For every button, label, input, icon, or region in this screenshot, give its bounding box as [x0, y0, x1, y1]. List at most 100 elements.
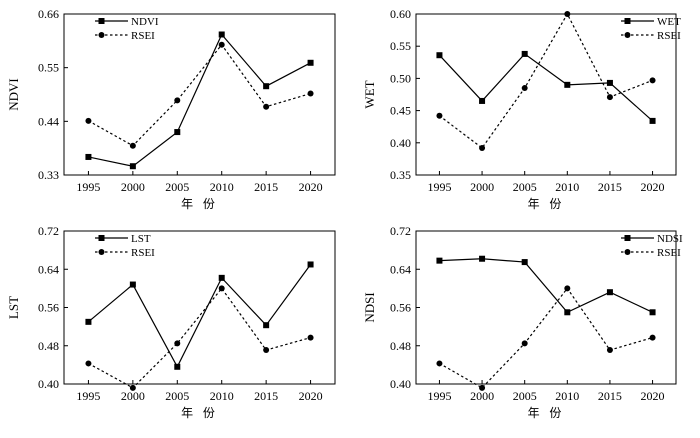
y-tick-label: 0.40 [38, 377, 59, 391]
x-tick-label: 2010 [210, 180, 234, 194]
data-point-ndsi [564, 309, 571, 316]
series-line-wet [439, 53, 653, 122]
legend-marker-rsei [98, 32, 105, 38]
y-tick-label: 0.45 [390, 104, 411, 118]
y-tick-label: 0.60 [390, 7, 411, 21]
x-tick-label: 1995 [76, 389, 100, 403]
y-tick-label: 0.66 [38, 7, 59, 21]
data-point-ndvi [129, 163, 136, 170]
series-line-lst [88, 264, 312, 369]
x-tick-label: 2010 [555, 389, 579, 403]
y-tick-label: 0.56 [390, 301, 411, 315]
data-point-ndvi [218, 31, 225, 38]
data-point-rsei [479, 144, 486, 151]
data-point-rsei [649, 77, 656, 84]
series-line-rsei [88, 287, 311, 389]
data-point-ndsi [521, 259, 528, 266]
x-tick-label: 2005 [165, 389, 189, 403]
series-line-rsei [439, 287, 653, 389]
x-tick-label: 1995 [427, 180, 451, 194]
x-tick-label: 1995 [427, 389, 451, 403]
series-line-rsei [88, 43, 311, 147]
y-tick-label: 0.55 [390, 39, 411, 53]
plot-frame [415, 13, 677, 176]
y-axis-label: LST [6, 296, 21, 319]
data-point-lst [218, 274, 225, 281]
legend-marker-rsei [624, 32, 631, 38]
data-point-rsei [85, 360, 92, 367]
legend-label-lst: LST [131, 233, 151, 245]
data-point-wet [521, 50, 528, 57]
x-tick-label: 2000 [121, 180, 145, 194]
x-tick-label: 2015 [598, 389, 622, 403]
data-point-rsei [479, 384, 486, 391]
data-point-lst [129, 281, 136, 288]
x-axis-label: 年 份 [528, 197, 565, 211]
data-point-rsei [564, 285, 571, 292]
data-point-ndvi [174, 129, 181, 136]
x-tick-label: 2000 [121, 389, 145, 403]
legend-marker-rsei [624, 249, 631, 255]
data-point-rsei [564, 11, 571, 17]
data-point-rsei [649, 334, 656, 341]
data-point-lst [307, 261, 314, 268]
y-axis-label: NDSI [362, 292, 377, 322]
data-point-ndsi [649, 309, 656, 316]
data-point-lst [263, 322, 270, 329]
data-point-rsei [436, 360, 443, 367]
legend-label-rsei: RSEI [657, 247, 681, 259]
x-tick-label: 2020 [641, 180, 665, 194]
y-tick-label: 0.50 [390, 71, 411, 85]
legend-label-rsei: RSEI [131, 247, 155, 259]
data-point-ndvi [307, 59, 314, 66]
data-point-ndsi [606, 289, 613, 296]
chart-panel-lst: 0.40 0.48 0.56 0.64 0.72 1995 2000 2005 2010 2015… [6, 224, 336, 420]
series-line-rsei [439, 12, 653, 149]
y-axis-label: WET [362, 80, 377, 108]
y-tick-label: 0.72 [390, 224, 411, 238]
data-point-rsei [263, 347, 270, 354]
x-tick-label: 2020 [299, 389, 323, 403]
y-tick-label: 0.48 [390, 339, 411, 353]
x-axis-label: 年 份 [528, 406, 565, 420]
y-tick-label: 0.40 [390, 136, 411, 150]
chart-panel-wet: 0.35 0.40 0.45 0.50 0.55 0.60 1995 2000 2005 2010… [362, 7, 681, 211]
legend-marker-ndvi [98, 18, 105, 24]
y-tick-label: 0.55 [38, 61, 59, 75]
x-tick-label: 2020 [299, 180, 323, 194]
x-tick-label: 2015 [254, 180, 278, 194]
data-point-rsei [521, 85, 528, 92]
x-axis-label: 年 份 [181, 197, 218, 211]
data-point-ndvi [85, 153, 92, 160]
data-point-lst [174, 363, 181, 370]
plot-frame [63, 13, 336, 176]
data-point-rsei [218, 41, 225, 48]
series-line-ndvi [88, 33, 311, 167]
y-tick-label: 0.44 [38, 114, 59, 128]
data-point-ndsi [436, 257, 443, 264]
x-tick-label: 1995 [76, 180, 100, 194]
x-tick-label: 2000 [470, 180, 494, 194]
data-point-wet [564, 81, 571, 88]
x-tick-label: 2000 [470, 389, 494, 403]
legend-label-wet: WET [657, 16, 681, 28]
data-point-rsei [606, 347, 613, 354]
data-point-rsei [521, 340, 528, 347]
data-point-wet [479, 97, 486, 104]
x-tick-label: 2015 [254, 389, 278, 403]
y-tick-label: 0.40 [390, 377, 411, 391]
y-axis-label: NDVI [6, 78, 21, 111]
chart-panel-ndsi: 0.40 0.48 0.56 0.64 0.72 1995 2000 2005 2010 2015… [362, 224, 683, 420]
plot-frame [415, 230, 677, 385]
x-tick-label: 2020 [641, 389, 665, 403]
data-point-rsei [263, 103, 270, 110]
x-tick-label: 2005 [165, 180, 189, 194]
y-tick-label: 0.64 [38, 262, 59, 276]
series-line-ndsi [439, 258, 653, 314]
legend-marker-ndsi [624, 235, 631, 241]
data-point-rsei [129, 384, 136, 391]
x-tick-label: 2005 [513, 180, 537, 194]
data-point-wet [649, 117, 656, 124]
y-tick-label: 0.72 [38, 224, 59, 238]
